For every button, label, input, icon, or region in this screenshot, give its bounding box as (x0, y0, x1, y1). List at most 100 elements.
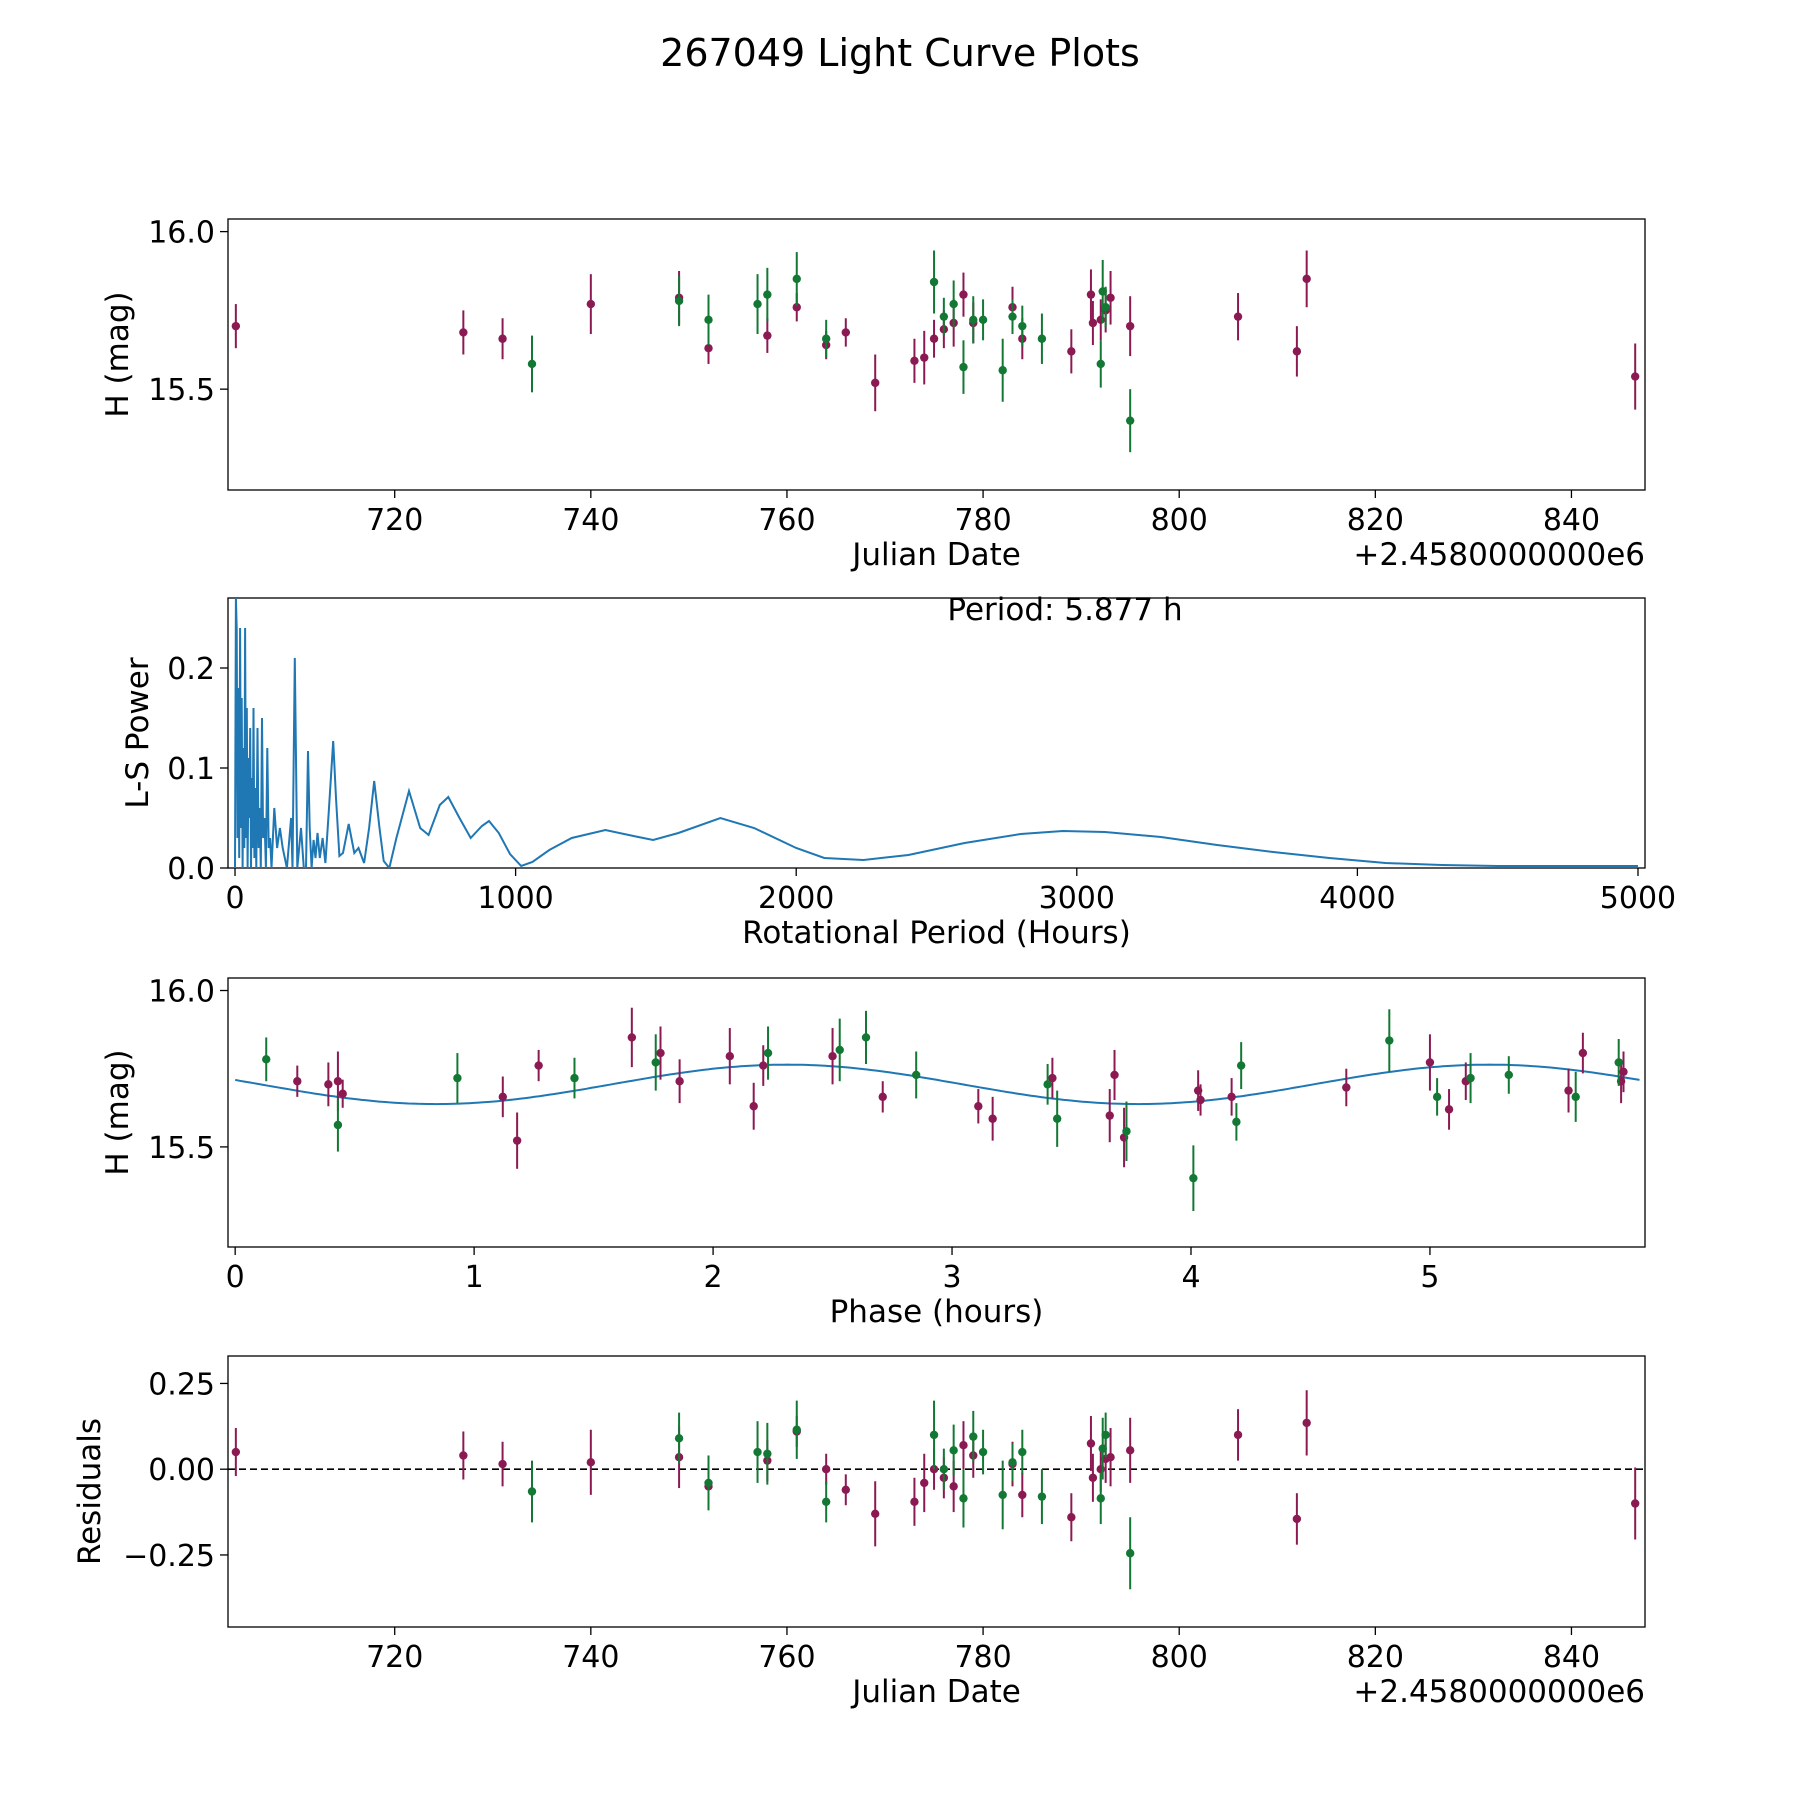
green-data-point (1614, 1058, 1623, 1067)
y-tick-label: −0.25 (123, 1539, 215, 1574)
purple-data-point (1444, 1105, 1454, 1114)
green-data-point (753, 1447, 762, 1457)
purple-data-point (338, 1089, 347, 1098)
purple-data-point (627, 1033, 637, 1042)
purple-data-point (1302, 1418, 1311, 1428)
purple-data-point (749, 1102, 758, 1111)
purple-data-point (841, 1485, 850, 1494)
plot-area (235, 1007, 1640, 1212)
x-tick-label: 0 (225, 881, 244, 916)
green-data-point (333, 1120, 343, 1130)
axes-frame (227, 977, 1646, 1248)
purple-data-point (929, 334, 939, 343)
x-tick-label: 2000 (758, 881, 834, 916)
purple-data-point (1233, 1430, 1243, 1440)
purple-data-point (333, 1077, 343, 1086)
green-data-point (753, 299, 762, 309)
green-data-point (570, 1073, 579, 1083)
green-data-point (1101, 1430, 1110, 1440)
green-data-point (792, 274, 801, 284)
purple-data-point (498, 1459, 507, 1469)
y-tick-label: 16.0 (148, 975, 215, 1010)
y-tick-label: 15.5 (148, 373, 215, 408)
x-offset-label: +2.4580000000e6 (1353, 1674, 1645, 1710)
green-data-point (861, 1033, 871, 1042)
purple-data-point (586, 1458, 596, 1467)
x-tick-label: 5 (1420, 1260, 1439, 1295)
purple-data-point (1292, 347, 1302, 356)
y-axis-label: H (mag) (100, 291, 136, 417)
plot-area (231, 250, 1640, 453)
purple-data-point (704, 343, 713, 353)
periodogram-panel: Period: 5.877 h 0 1000 2000 3000 4000 50000.0… (120, 592, 1676, 951)
purple-data-point (910, 356, 919, 366)
x-tick-label: 840 (1543, 1640, 1600, 1675)
green-data-point (527, 1487, 537, 1496)
x-axis-label: Phase (hours) (830, 1294, 1044, 1330)
x-tick-label: 1 (465, 1260, 484, 1295)
green-data-point (704, 315, 713, 325)
x-axis-label: Julian Date (850, 1674, 1021, 1710)
purple-data-point (1088, 1473, 1098, 1482)
purple-data-point (586, 299, 596, 309)
purple-data-point (1086, 1439, 1096, 1448)
y-tick-label: 0.25 (148, 1367, 215, 1402)
purple-data-point (871, 378, 880, 388)
purple-data-point (324, 1080, 333, 1089)
purple-data-point (988, 1114, 997, 1123)
purple-data-point (1342, 1083, 1351, 1092)
green-data-point (969, 1432, 978, 1441)
green-data-point (704, 1478, 713, 1488)
residuals-panel: 720 740 760 780 800 820 840 −0.25 0.00 0.25 Julian… (72, 1355, 1646, 1710)
purple-data-point (878, 1092, 887, 1102)
x-axis-label: Julian Date (850, 537, 1021, 573)
x-tick-label: 4 (1181, 1260, 1200, 1295)
green-data-point (969, 315, 978, 325)
x-tick-label: 820 (1347, 1640, 1404, 1675)
green-data-point (1008, 312, 1017, 321)
purple-data-point (1018, 1490, 1027, 1500)
purple-data-point (1125, 1446, 1135, 1455)
x-tick-label: 840 (1543, 503, 1600, 538)
plot-area (234, 598, 1638, 868)
purple-data-point (675, 1077, 684, 1086)
purple-data-point (841, 328, 850, 337)
x-tick-label: 800 (1151, 503, 1208, 538)
green-data-point (959, 1494, 968, 1503)
purple-data-point (459, 328, 468, 337)
y-tick-label: 0.0 (167, 852, 215, 887)
green-data-point (1096, 359, 1105, 369)
y-tick-label: 15.5 (148, 1131, 215, 1166)
purple-data-point (763, 331, 772, 340)
purple-data-point (1564, 1086, 1573, 1095)
green-data-point (998, 1490, 1007, 1500)
green-data-point (1385, 1036, 1394, 1045)
purple-data-point (1106, 293, 1115, 302)
green-data-point (959, 362, 968, 372)
green-data-point (978, 1447, 988, 1457)
model-fit-curve (235, 1063, 1640, 1106)
green-data-point (821, 334, 831, 343)
purple-data-point (1227, 1092, 1236, 1102)
purple-data-point (498, 334, 507, 343)
x-tick-label: 1000 (477, 881, 553, 916)
green-data-point (1037, 1492, 1047, 1501)
purple-data-point (293, 1077, 302, 1086)
green-data-point (1043, 1080, 1052, 1089)
green-data-point (1125, 416, 1135, 425)
purple-data-point (1105, 1111, 1114, 1120)
axes-frame (227, 218, 1646, 491)
green-data-point (1504, 1070, 1513, 1080)
plot-area (228, 1390, 1645, 1590)
x-tick-label: 740 (562, 1640, 619, 1675)
purple-data-point (759, 1061, 768, 1070)
purple-data-point (871, 1509, 880, 1518)
x-axis-label: Rotational Period (Hours) (742, 915, 1131, 951)
green-data-point (911, 1070, 921, 1080)
green-data-point (939, 312, 949, 321)
purple-data-point (1630, 1499, 1640, 1508)
y-tick-label: 0.1 (167, 752, 215, 787)
purple-data-point (1088, 318, 1098, 328)
green-data-point (792, 1425, 801, 1434)
y-axis-label: Residuals (72, 1418, 108, 1565)
